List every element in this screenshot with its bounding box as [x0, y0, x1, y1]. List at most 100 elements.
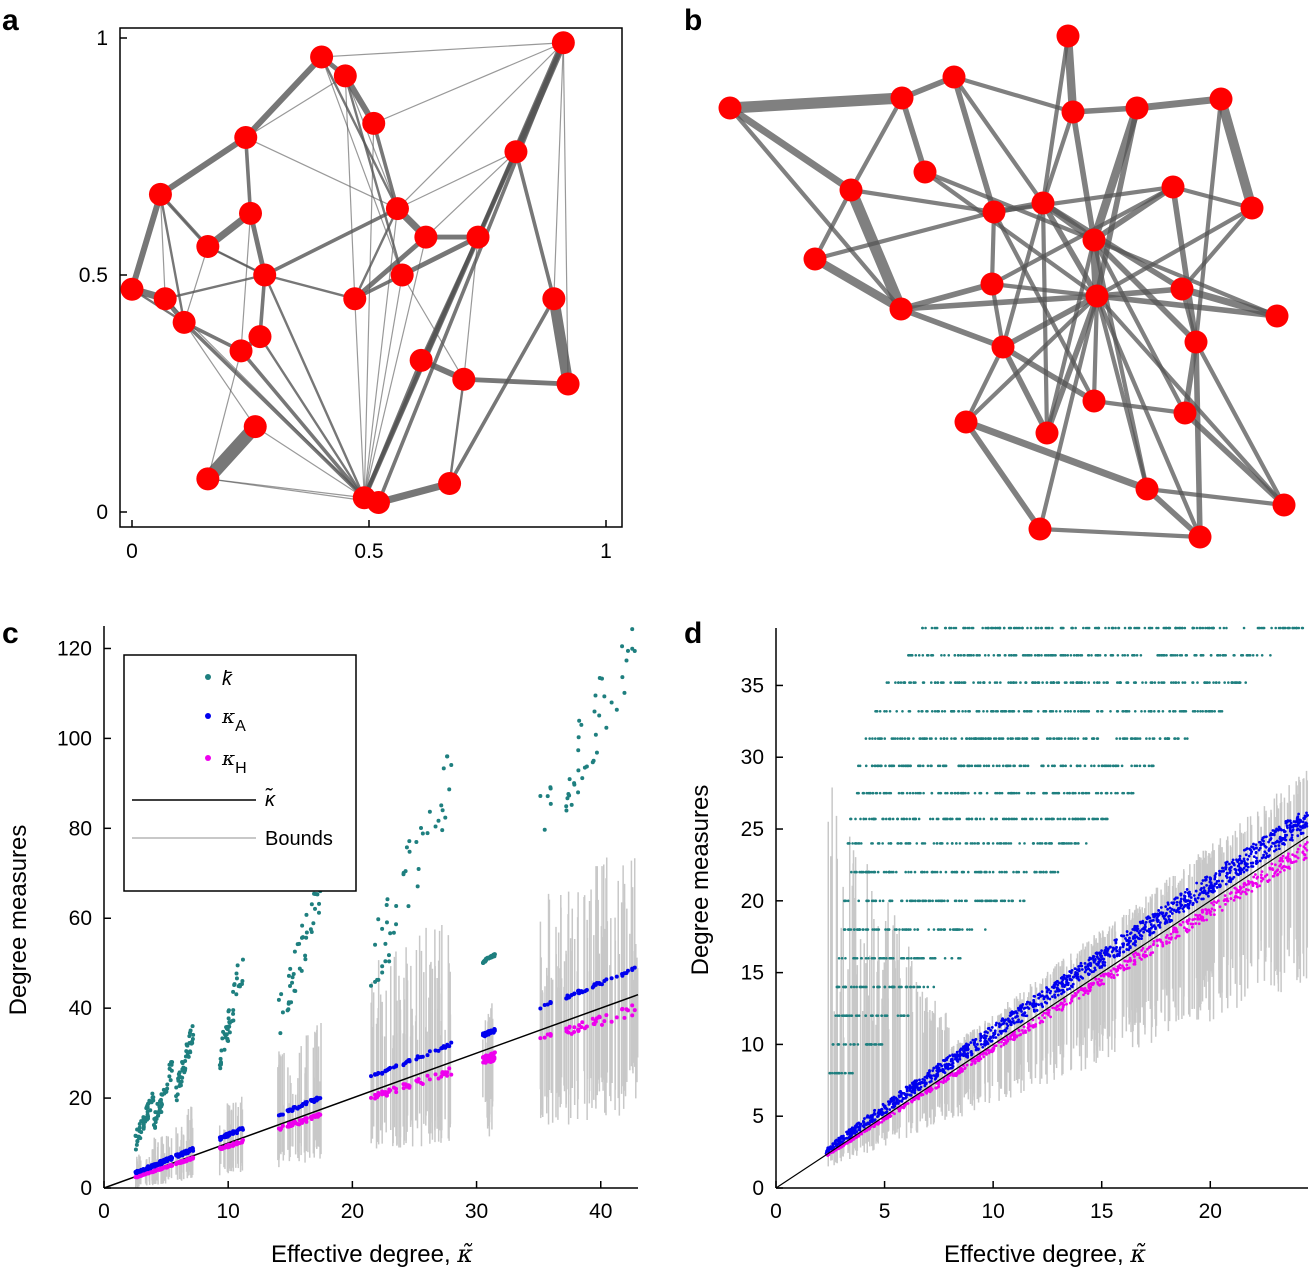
d-point-kbar — [870, 842, 873, 845]
d-point-kbar — [875, 709, 878, 713]
d-point-kbar — [976, 737, 980, 740]
d-point-kbar — [1196, 681, 1199, 684]
d-point-kbar — [985, 791, 989, 795]
c-point-kA — [602, 979, 607, 984]
d-point-kA — [1254, 843, 1258, 847]
d-point-kbar — [1058, 709, 1062, 713]
d-point-kbar — [1116, 791, 1119, 795]
c-point-kbar — [313, 906, 318, 911]
d-point-kA — [1242, 866, 1246, 870]
c-point-kbar — [625, 648, 630, 653]
b-edge — [951, 74, 997, 215]
a-edge — [374, 479, 454, 507]
d-point-kbar — [1011, 817, 1015, 821]
d-point-kA — [1040, 1002, 1043, 1006]
d-point-kA — [843, 1137, 847, 1140]
d-point-kbar — [851, 842, 854, 845]
d-point-kbar — [1160, 653, 1164, 657]
d-point-kbar — [905, 764, 909, 768]
d-point-kbar — [1098, 653, 1102, 657]
a-edge — [321, 42, 564, 58]
d-point-kbar — [1183, 626, 1187, 630]
d-point-kbar — [939, 737, 943, 740]
d-point-kbar — [862, 817, 866, 821]
d-point-kA — [1158, 923, 1161, 927]
c-point-kA — [373, 1072, 378, 1077]
legend-label-kbar: k̄ — [222, 668, 233, 690]
c-point-kbar — [178, 1075, 183, 1080]
panel-b-network — [718, 24, 1296, 549]
d-point-kbar — [903, 737, 907, 740]
d-point-kbar — [1028, 653, 1032, 657]
d-point-kbar — [859, 842, 863, 845]
c-point-kbar — [217, 1063, 222, 1068]
d-point-kbar — [1079, 653, 1082, 657]
d-point-kA — [1054, 990, 1057, 994]
d-point-kbar — [1074, 817, 1077, 821]
b-node — [954, 410, 978, 434]
b-node — [803, 247, 827, 271]
d-point-kbar — [948, 626, 951, 630]
d-point-kbar — [893, 985, 896, 989]
c-point-kA — [380, 1071, 385, 1076]
c-point-kA — [312, 1099, 317, 1104]
c-point-kH — [138, 1173, 143, 1178]
d-point-kbar — [965, 737, 969, 740]
d-point-kbar — [1056, 870, 1060, 874]
d-point-kbar — [1056, 791, 1060, 795]
c-point-kbar — [280, 1010, 285, 1015]
c-point-kH — [486, 1059, 491, 1064]
d-point-kbar — [964, 709, 967, 713]
d-point-kbar — [1082, 626, 1085, 630]
d-point-kbar — [1173, 709, 1177, 713]
d-point-kbar — [1032, 791, 1036, 795]
d-point-kA — [1068, 987, 1072, 991]
d-point-kA — [1166, 907, 1170, 911]
d-point-kA — [1185, 888, 1189, 891]
d-point-kbar — [1002, 842, 1006, 845]
a-edge — [562, 42, 569, 385]
c-point-kH — [278, 1127, 283, 1132]
a-edge — [548, 293, 574, 390]
b-edge — [963, 419, 1043, 532]
c-point-kA — [545, 1002, 550, 1007]
d-point-kA — [1192, 894, 1196, 897]
d-point-kbar — [961, 709, 964, 713]
c-point-kH — [369, 1095, 374, 1100]
c-point-kH — [303, 1116, 308, 1121]
d-point-kbar — [953, 899, 957, 903]
d-point-kbar — [1205, 709, 1208, 713]
a-node — [466, 225, 490, 249]
d-point-kbar — [933, 626, 937, 630]
d-point-kA — [1118, 954, 1121, 957]
c-point-kH — [288, 1123, 293, 1128]
d-point-kbar — [1074, 791, 1077, 795]
d-point-kbar — [907, 870, 910, 874]
d-point-kbar — [1021, 737, 1024, 740]
d-point-kbar — [866, 791, 870, 795]
d-point-kA — [1037, 996, 1041, 1000]
d-point-kbar — [1009, 842, 1013, 845]
d-point-kbar — [909, 870, 913, 874]
d-point-kA — [1133, 928, 1137, 932]
d-point-kbar — [960, 681, 963, 684]
c-point-kbar — [317, 901, 322, 906]
c-point-kA — [234, 1130, 239, 1135]
c-point-kbar — [240, 979, 245, 984]
d-point-kbar — [1212, 681, 1215, 684]
d-point-kA — [1274, 848, 1278, 852]
d-point-kbar — [908, 653, 911, 657]
d-point-kbar — [1037, 681, 1040, 684]
d-point-kA — [983, 1036, 987, 1040]
d-point-kA — [969, 1041, 973, 1044]
d-point-kbar — [962, 681, 965, 684]
d-point-kbar — [950, 842, 954, 845]
c-point-kH — [593, 1018, 598, 1023]
d-point-kA — [1033, 1009, 1037, 1013]
d-point-kA — [953, 1057, 957, 1061]
d-point-kbar — [929, 764, 932, 768]
d-point-kbar — [868, 737, 871, 740]
d-point-kbar — [991, 842, 995, 845]
d-point-kbar — [1097, 626, 1101, 630]
d-point-kbar — [932, 842, 936, 845]
